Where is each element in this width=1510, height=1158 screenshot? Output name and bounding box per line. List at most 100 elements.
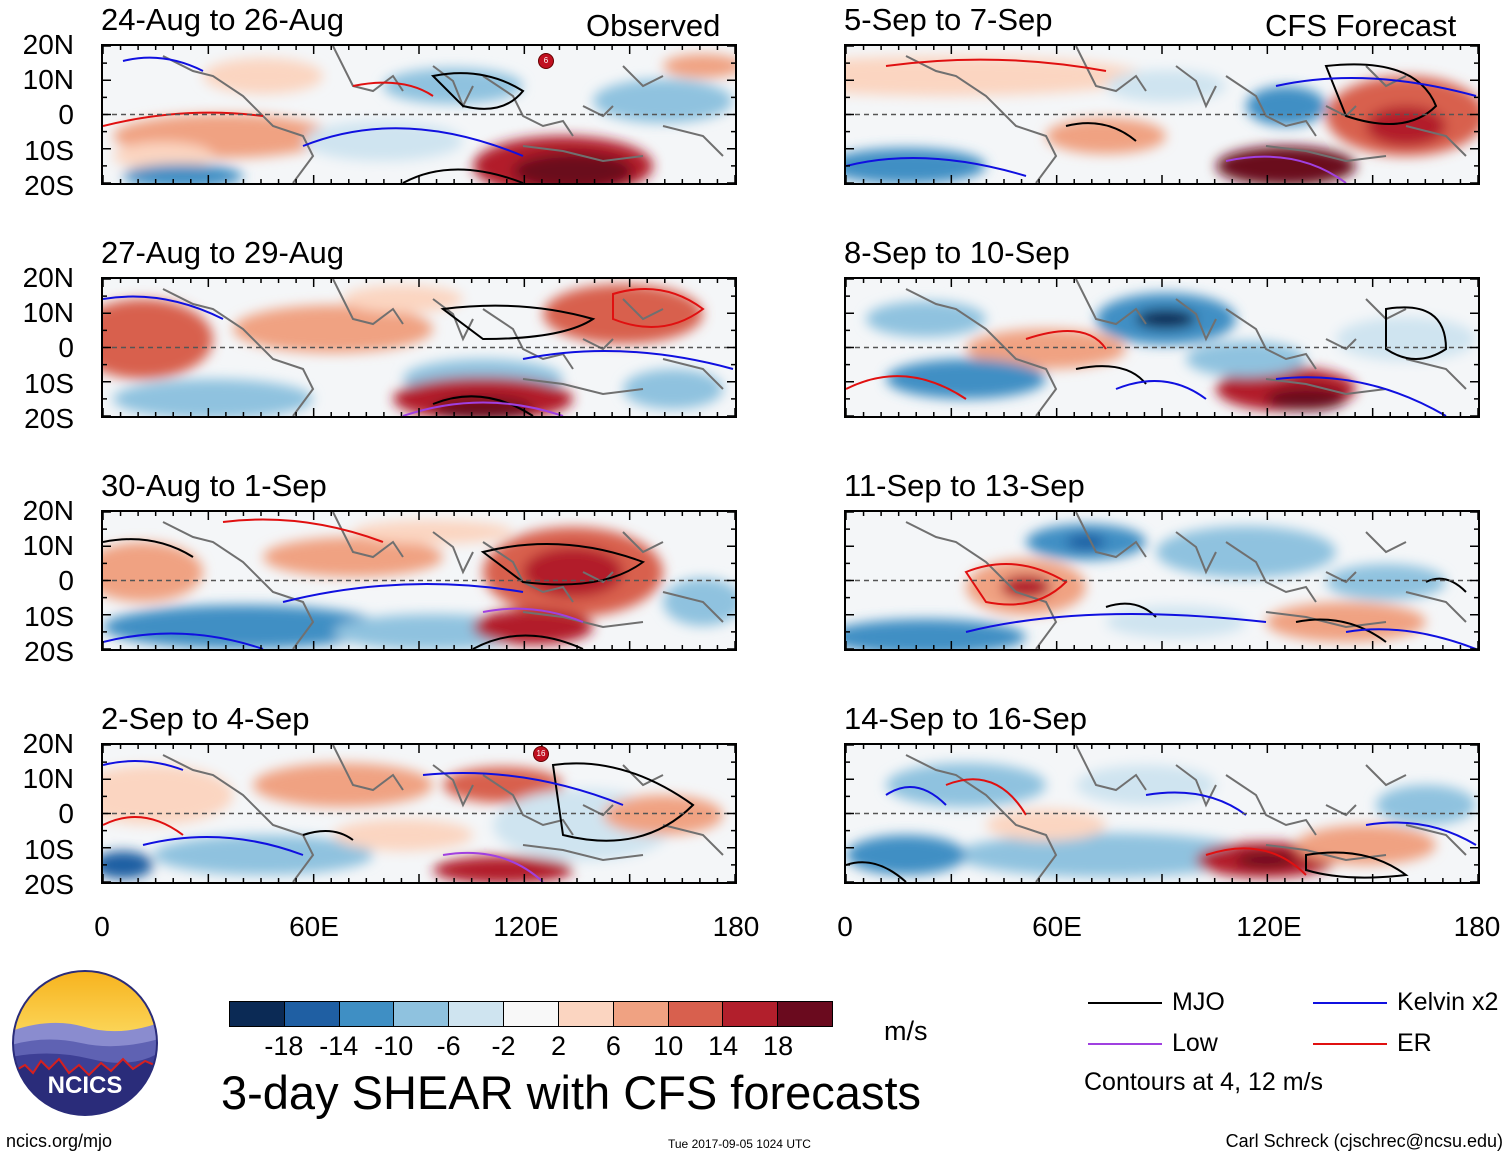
coastline	[162, 745, 724, 882]
contour-line	[103, 295, 224, 320]
coastline	[905, 46, 1467, 183]
contour-line	[302, 127, 524, 157]
shear-anomaly-region	[1226, 150, 1306, 178]
colorbar-label: 10	[653, 1031, 684, 1061]
shear-anomaly-region	[253, 763, 433, 807]
shear-anomaly-region	[663, 54, 735, 78]
shear-anomaly-region	[543, 284, 703, 344]
shear-anomaly-region	[846, 619, 1026, 649]
legend-kelvin-line	[1313, 1001, 1387, 1004]
contour-line	[1365, 821, 1477, 846]
colorbar-swatch	[723, 1002, 779, 1026]
legend-low-line	[1088, 1042, 1162, 1045]
colorbar	[229, 1001, 833, 1027]
lat-label: 10S	[24, 834, 74, 865]
map-panel-left-3	[101, 510, 737, 651]
coastline	[905, 745, 1467, 882]
contour-line	[142, 836, 304, 856]
contour-line	[302, 830, 354, 841]
shear-anomaly-region	[1046, 118, 1166, 154]
contour-line	[1345, 628, 1477, 649]
shear-anomaly-region	[263, 537, 443, 577]
shear-anomaly-region	[103, 542, 203, 602]
contour-line	[432, 395, 534, 416]
colorbar-label: 6	[605, 1031, 621, 1061]
contour-line	[1275, 77, 1477, 97]
shear-anomaly-region	[1076, 765, 1216, 805]
colorbar-label: -10	[374, 1031, 414, 1061]
shear-anomaly-region	[603, 795, 723, 835]
shear-anomaly-region	[886, 359, 1046, 399]
contour-line	[1425, 577, 1467, 593]
lon-label: 0	[94, 911, 110, 942]
shear-anomaly-region	[1106, 70, 1226, 102]
lat-label: 20N	[22, 262, 74, 293]
shear-anomaly-region	[1136, 309, 1196, 329]
contour-line	[440, 304, 596, 341]
storm-marker: 6	[538, 53, 554, 69]
lat-label: 20S	[24, 869, 74, 900]
shear-anomaly-region	[1246, 86, 1326, 126]
lat-label: 10N	[22, 297, 74, 328]
colorbar-label: 14	[708, 1031, 739, 1061]
footer-url[interactable]: ncics.org/mjo	[6, 1131, 113, 1151]
panel-title-right-3: 11-Sep to 13-Sep	[844, 468, 1085, 503]
panel-title-right-4: 14-Sep to 16-Sep	[844, 701, 1088, 736]
map-panel-right-1	[844, 44, 1480, 185]
contour-line	[522, 350, 734, 370]
panel-title-left-2: 27-Aug to 29-Aug	[101, 235, 345, 270]
contour-line	[1205, 847, 1307, 876]
shear-anomaly-region	[956, 833, 1256, 877]
legend-kelvin-label: Kelvin x2	[1397, 988, 1499, 1016]
shear-anomaly-region	[333, 819, 473, 851]
lat-label: 10S	[24, 135, 74, 166]
colorbar-label: -2	[491, 1031, 516, 1061]
contour-line	[1305, 851, 1409, 879]
contour-line	[846, 861, 907, 882]
shear-anomaly-region	[986, 809, 1106, 841]
lat-label: 20N	[22, 728, 74, 759]
shear-anomaly-region	[1066, 534, 1106, 550]
contour-line	[846, 157, 1027, 177]
contour-line	[430, 72, 525, 110]
legend-er-label: ER	[1397, 1029, 1432, 1057]
map-panel-right-4	[844, 743, 1480, 884]
contour-line	[1025, 330, 1107, 350]
lat-label: 20N	[22, 29, 74, 60]
main-title: 3-day SHEAR with CFS forecasts	[221, 1066, 921, 1119]
footer-timestamp: Tue 2017-09-05 1024 UTC	[668, 1137, 811, 1151]
lat-label: 10S	[24, 368, 74, 399]
colorbar-label: 18	[763, 1031, 794, 1061]
contour-line	[1295, 618, 1387, 643]
lat-label: 0	[58, 565, 74, 596]
lat-label: 20S	[24, 636, 74, 667]
colorbar-swatch	[230, 1002, 285, 1026]
contour-line	[551, 762, 695, 842]
colorbar-swatch	[449, 1002, 505, 1026]
contour-line	[1275, 376, 1447, 416]
shear-anomaly-region	[103, 765, 233, 825]
lon-label: 0	[837, 911, 853, 942]
contour-line	[612, 288, 705, 328]
legend-er-line	[1313, 1042, 1387, 1045]
map-panel-left-4	[101, 743, 737, 884]
contour-line	[402, 401, 564, 416]
lat-label: 10N	[22, 763, 74, 794]
lon-label: 60E	[1032, 911, 1082, 942]
contour-line	[964, 563, 1068, 606]
contour-line	[402, 168, 524, 183]
storm-marker: 16	[533, 746, 549, 762]
legend-mjo: MJO	[1088, 988, 1225, 1017]
contour-line	[885, 786, 947, 806]
shear-anomaly-region	[886, 763, 1046, 807]
map-panel-left-2	[101, 277, 737, 418]
panel-title-left-4: 2-Sep to 4-Sep	[101, 701, 310, 736]
contour-line	[1065, 122, 1137, 142]
contour-line	[442, 851, 544, 882]
shear-anomaly-region	[473, 609, 593, 645]
contour-line	[482, 607, 584, 623]
shear-anomaly-region	[103, 851, 153, 879]
ncics-logo: NCICS	[11, 969, 159, 1117]
lat-label: 20S	[24, 403, 74, 434]
contour-line	[945, 778, 1027, 816]
